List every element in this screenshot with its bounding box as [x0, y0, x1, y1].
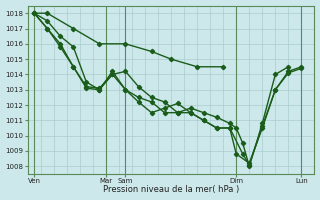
X-axis label: Pression niveau de la mer( hPa ): Pression niveau de la mer( hPa )	[103, 185, 239, 194]
